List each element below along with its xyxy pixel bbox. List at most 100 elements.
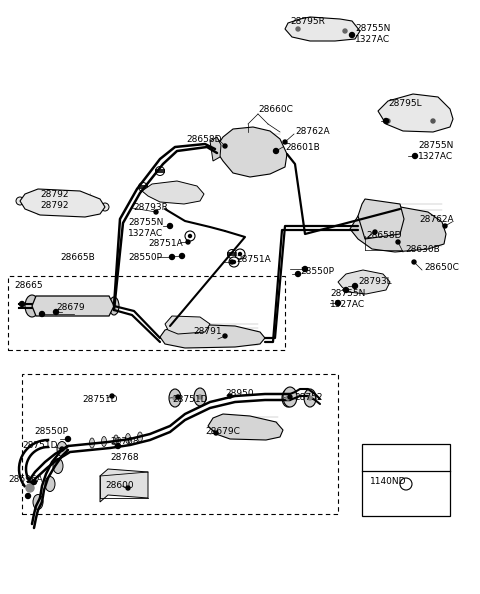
Circle shape: [400, 478, 412, 490]
Circle shape: [228, 394, 232, 398]
Circle shape: [20, 302, 24, 307]
Circle shape: [443, 224, 447, 228]
Circle shape: [189, 235, 192, 238]
Circle shape: [274, 148, 278, 153]
Circle shape: [239, 252, 241, 255]
Text: 28751D: 28751D: [172, 396, 207, 405]
Circle shape: [185, 231, 195, 241]
Text: 28660C: 28660C: [258, 106, 293, 115]
Ellipse shape: [137, 432, 143, 442]
Text: 28762A: 28762A: [420, 216, 454, 225]
Text: 28795R: 28795R: [290, 17, 325, 27]
Text: 28768: 28768: [110, 453, 139, 462]
Circle shape: [110, 394, 114, 398]
Circle shape: [349, 33, 355, 37]
Circle shape: [229, 257, 239, 267]
Circle shape: [343, 29, 347, 33]
Circle shape: [296, 271, 300, 276]
Circle shape: [101, 203, 109, 211]
Polygon shape: [142, 181, 204, 204]
Text: 28600: 28600: [105, 482, 133, 491]
Circle shape: [156, 166, 165, 175]
Circle shape: [384, 118, 388, 124]
Text: 28793L: 28793L: [358, 277, 392, 286]
Text: 1140ND: 1140ND: [370, 476, 406, 485]
Text: 28696A: 28696A: [8, 475, 43, 484]
Bar: [362, 444, 450, 516]
Text: 28755N
1327AC: 28755N 1327AC: [355, 24, 390, 44]
Text: 28665: 28665: [14, 282, 43, 290]
Circle shape: [198, 395, 202, 399]
Text: 28650C: 28650C: [424, 264, 459, 273]
Ellipse shape: [109, 297, 119, 315]
Ellipse shape: [89, 438, 95, 448]
Polygon shape: [285, 17, 360, 41]
Circle shape: [223, 144, 227, 148]
Ellipse shape: [282, 389, 294, 407]
Text: 28792
28792: 28792 28792: [40, 190, 69, 210]
Text: 28679C: 28679C: [205, 426, 240, 435]
Text: 28791: 28791: [193, 327, 222, 336]
Polygon shape: [100, 469, 148, 502]
Circle shape: [126, 486, 130, 490]
Text: 28755N
1327AC: 28755N 1327AC: [418, 141, 454, 161]
Text: 28550P: 28550P: [34, 428, 68, 437]
Text: 28755N
1327AC: 28755N 1327AC: [128, 219, 163, 238]
Circle shape: [214, 431, 218, 435]
Circle shape: [288, 395, 292, 399]
Ellipse shape: [101, 437, 107, 447]
Ellipse shape: [194, 388, 206, 406]
Text: 28751D: 28751D: [22, 441, 58, 450]
Circle shape: [186, 240, 190, 244]
Polygon shape: [378, 94, 453, 132]
Text: 28795L: 28795L: [388, 100, 421, 109]
Text: 28550P: 28550P: [300, 267, 334, 276]
Polygon shape: [358, 199, 404, 239]
Ellipse shape: [304, 389, 316, 407]
Circle shape: [352, 283, 358, 289]
Bar: [22, 374, 338, 514]
Ellipse shape: [33, 494, 43, 510]
Circle shape: [228, 249, 237, 258]
Circle shape: [223, 334, 227, 338]
Circle shape: [39, 311, 45, 317]
Circle shape: [286, 396, 290, 400]
Text: 28751D: 28751D: [82, 396, 118, 405]
Circle shape: [139, 182, 147, 191]
Text: 28950: 28950: [225, 390, 253, 399]
Circle shape: [386, 119, 390, 123]
Polygon shape: [208, 414, 283, 440]
Circle shape: [32, 479, 36, 485]
Text: 28658D: 28658D: [366, 232, 401, 241]
Circle shape: [232, 261, 236, 264]
Circle shape: [308, 396, 312, 400]
Circle shape: [154, 210, 158, 214]
Circle shape: [412, 153, 418, 159]
Circle shape: [230, 260, 234, 264]
Ellipse shape: [113, 435, 119, 445]
Text: 28601B: 28601B: [285, 143, 320, 151]
Ellipse shape: [53, 459, 63, 473]
Circle shape: [180, 254, 184, 258]
Circle shape: [235, 249, 245, 259]
Text: 28752: 28752: [294, 393, 323, 403]
Circle shape: [176, 395, 180, 399]
Circle shape: [26, 484, 34, 492]
Circle shape: [173, 396, 177, 400]
Polygon shape: [215, 127, 287, 177]
Ellipse shape: [25, 295, 39, 317]
Ellipse shape: [45, 476, 55, 491]
Circle shape: [16, 197, 24, 205]
Circle shape: [53, 309, 59, 314]
Text: 28665B: 28665B: [60, 254, 95, 263]
Circle shape: [344, 287, 348, 292]
Circle shape: [116, 444, 120, 448]
Text: 28751A: 28751A: [236, 255, 271, 264]
Circle shape: [169, 254, 175, 260]
Ellipse shape: [57, 441, 67, 457]
Polygon shape: [210, 137, 221, 161]
Text: 28768: 28768: [110, 438, 139, 447]
Text: 28630B: 28630B: [405, 245, 440, 254]
Text: 28679: 28679: [56, 304, 84, 312]
Circle shape: [412, 260, 416, 264]
